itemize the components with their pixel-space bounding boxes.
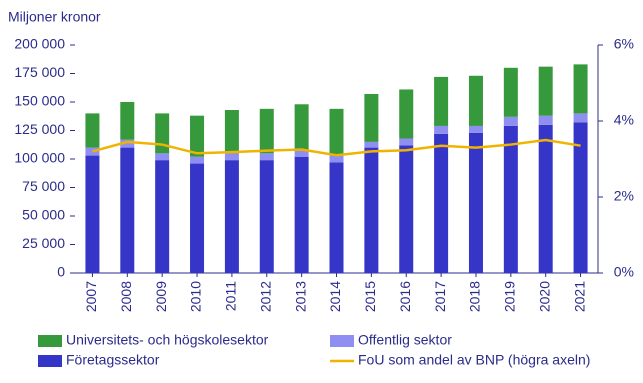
x-tick-label: 2008 [118, 281, 134, 312]
bar-segment [329, 155, 344, 163]
bar-segment [573, 113, 588, 123]
bar-segment [259, 160, 274, 273]
bar-segment [503, 125, 518, 273]
bar-segment [399, 138, 414, 146]
bar-segment [190, 115, 205, 157]
y-tick-label: 200 000 [14, 36, 65, 52]
x-tick-label: 2017 [432, 281, 448, 312]
bar-segment [120, 147, 135, 273]
bar-segment [468, 125, 483, 133]
y-tick-label: 125 000 [14, 121, 65, 137]
bar-segment [329, 162, 344, 273]
bar-segment [85, 147, 100, 156]
bar-segment [399, 145, 414, 273]
bar-segment [434, 125, 449, 134]
bar-segment [434, 76, 449, 126]
bar-segment [468, 132, 483, 273]
bar-segment [224, 153, 239, 161]
bar-segment [538, 66, 553, 116]
x-tick-label: 2020 [536, 281, 552, 312]
y-tick-label: 50 000 [22, 207, 65, 223]
bar-segment [224, 109, 239, 154]
bar-segment [573, 64, 588, 114]
bar-segment [364, 94, 379, 142]
y-tick-label: 150 000 [14, 93, 65, 109]
y-tick-label: 75 000 [22, 178, 65, 194]
x-tick-label: 2015 [362, 281, 378, 312]
bar-segment [329, 108, 344, 156]
bar-segment [155, 160, 170, 273]
bar-segment [120, 139, 135, 148]
bar-segment [85, 155, 100, 273]
legend-swatch [38, 335, 62, 347]
x-tick-label: 2011 [223, 281, 239, 311]
y2-tick-label: 0% [614, 264, 634, 280]
bar-segment [434, 133, 449, 273]
x-tick-label: 2021 [571, 281, 587, 312]
x-tick-label: 2019 [502, 281, 518, 312]
x-tick-label: 2007 [83, 281, 99, 312]
legend-label: FoU som andel av BNP (högra axeln) [358, 352, 590, 368]
bar-segment [538, 115, 553, 125]
x-tick-label: 2010 [188, 281, 204, 312]
bar-segment [294, 104, 309, 150]
y-tick-label: 25 000 [22, 235, 65, 251]
bar-segment [503, 67, 518, 117]
bar-segment [364, 141, 379, 148]
legend-label: Offentlig sektor [358, 332, 452, 348]
legend-label: Universitets- och högskolesektor [66, 332, 269, 348]
bar-segment [259, 108, 274, 154]
x-tick-label: 2012 [257, 281, 273, 312]
bar-segment [155, 153, 170, 161]
bar-segment [85, 113, 100, 148]
bar-segment [155, 113, 170, 154]
x-tick-label: 2016 [397, 281, 413, 312]
x-tick-label: 2018 [467, 281, 483, 312]
bar-segment [503, 116, 518, 126]
legend-swatch [330, 335, 354, 347]
y2-tick-label: 2% [614, 188, 634, 204]
bar-segment [538, 124, 553, 273]
bar-segment [259, 153, 274, 161]
bar-segment [294, 149, 309, 157]
bar-segment [399, 89, 414, 139]
y2-tick-label: 6% [614, 36, 634, 52]
x-tick-label: 2009 [153, 281, 169, 312]
line-series [92, 138, 581, 157]
legend-swatch [38, 355, 62, 367]
bar-segment [573, 122, 588, 274]
y-tick-label: 175 000 [14, 64, 65, 80]
bar-segment [294, 156, 309, 273]
bar-segment [120, 102, 135, 140]
legend-label: Företagssektor [66, 352, 160, 368]
y-tick-label: 100 000 [14, 150, 65, 166]
bar-segment [468, 75, 483, 126]
bar-segment [190, 156, 205, 164]
y-tick-label: 0 [57, 264, 65, 280]
bar-segment [364, 147, 379, 273]
bar-segment [190, 163, 205, 273]
x-tick-label: 2014 [327, 281, 343, 312]
y-axis-label: Miljoner kronor [8, 9, 101, 25]
y2-tick-label: 4% [614, 112, 634, 128]
x-tick-label: 2013 [292, 281, 308, 312]
bar-segment [224, 160, 239, 273]
